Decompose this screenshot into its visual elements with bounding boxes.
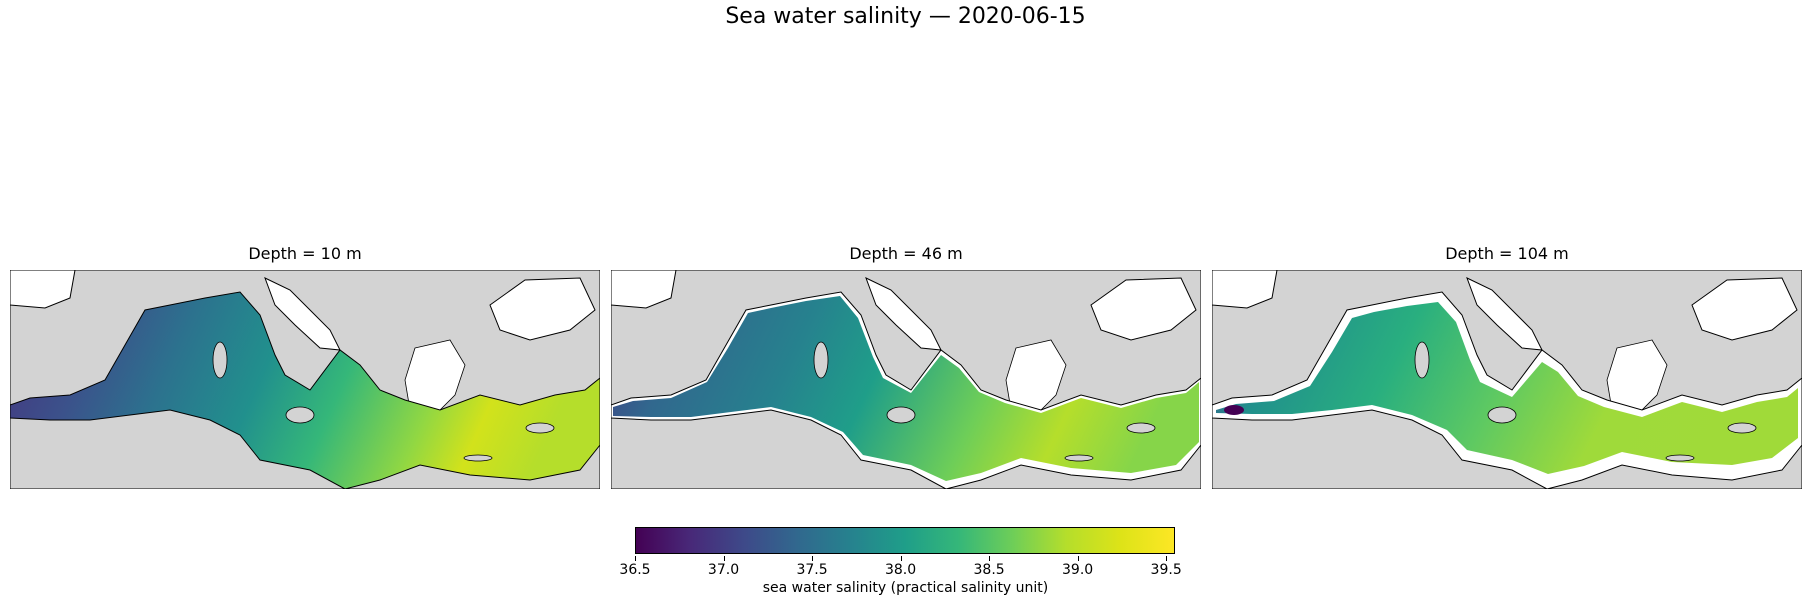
black-sea-region [489, 277, 596, 341]
crete [1665, 454, 1695, 462]
atlantic-region [611, 270, 677, 309]
panel-title-1: Depth = 10 m [248, 244, 362, 263]
colorbar-label: sea water salinity (practical salinity u… [762, 580, 1049, 596]
colorbar-tick-mark [723, 556, 725, 561]
sicily [886, 406, 916, 424]
colorbar-tick-label: 38.5 [973, 562, 1005, 578]
colorbar-tick-mark [900, 556, 902, 561]
corsica-sardinia [1414, 341, 1430, 379]
colorbar [635, 527, 1175, 554]
salinity-map-svg [10, 270, 600, 489]
corsica-sardinia [813, 341, 829, 379]
cyprus [1126, 422, 1156, 434]
salinity-map-svg [1212, 270, 1802, 489]
map-panel-depth-104 [1212, 270, 1802, 489]
alboran-low-salinity [1224, 405, 1244, 415]
cyprus [525, 422, 555, 434]
colorbar-ticks: 36.5 37.0 37.5 38.0 38.5 39.0 39.5 [619, 556, 1182, 586]
colorbar-tick-label: 37.5 [796, 562, 828, 578]
sea-salinity-field [1216, 302, 1798, 474]
colorbar-svg [635, 527, 1175, 554]
colorbar-tick-label: 38.0 [884, 562, 917, 578]
black-sea-region [1090, 277, 1197, 341]
salinity-map-svg [611, 270, 1201, 489]
sicily [285, 406, 315, 424]
atlantic-region [10, 270, 76, 309]
sicily [1487, 406, 1517, 424]
colorbar-tick-label: 39.5 [1150, 562, 1182, 578]
aegean-region [404, 339, 466, 421]
colorbar-tick-mark [812, 556, 814, 561]
atlantic-region [1212, 270, 1278, 309]
sea-salinity-field [10, 291, 600, 489]
panel-title-2: Depth = 46 m [849, 244, 963, 263]
colorbar-gradient [635, 527, 1175, 554]
colorbar-tick-mark [1077, 556, 1079, 561]
cyprus [1727, 422, 1757, 434]
colorbar-tick-label: 36.5 [619, 562, 651, 578]
map-panel-depth-46 [611, 270, 1201, 489]
colorbar-tick-label: 37.0 [707, 562, 740, 578]
crete [463, 454, 493, 462]
map-panel-depth-10 [10, 270, 600, 489]
crete [1064, 454, 1094, 462]
colorbar-tick-label: 39.0 [1062, 562, 1094, 578]
aegean-region [1606, 339, 1668, 421]
colorbar-tick-mark [635, 556, 636, 561]
aegean-region [1005, 339, 1067, 421]
sea-salinity-field [613, 296, 1199, 481]
corsica-sardinia [212, 341, 228, 379]
colorbar-tick-mark [1166, 556, 1168, 561]
figure-title: Sea water salinity — 2020-06-15 [725, 4, 1086, 29]
black-sea-region [1691, 277, 1798, 341]
colorbar-tick-mark [989, 556, 991, 561]
panel-title-3: Depth = 104 m [1445, 244, 1569, 263]
